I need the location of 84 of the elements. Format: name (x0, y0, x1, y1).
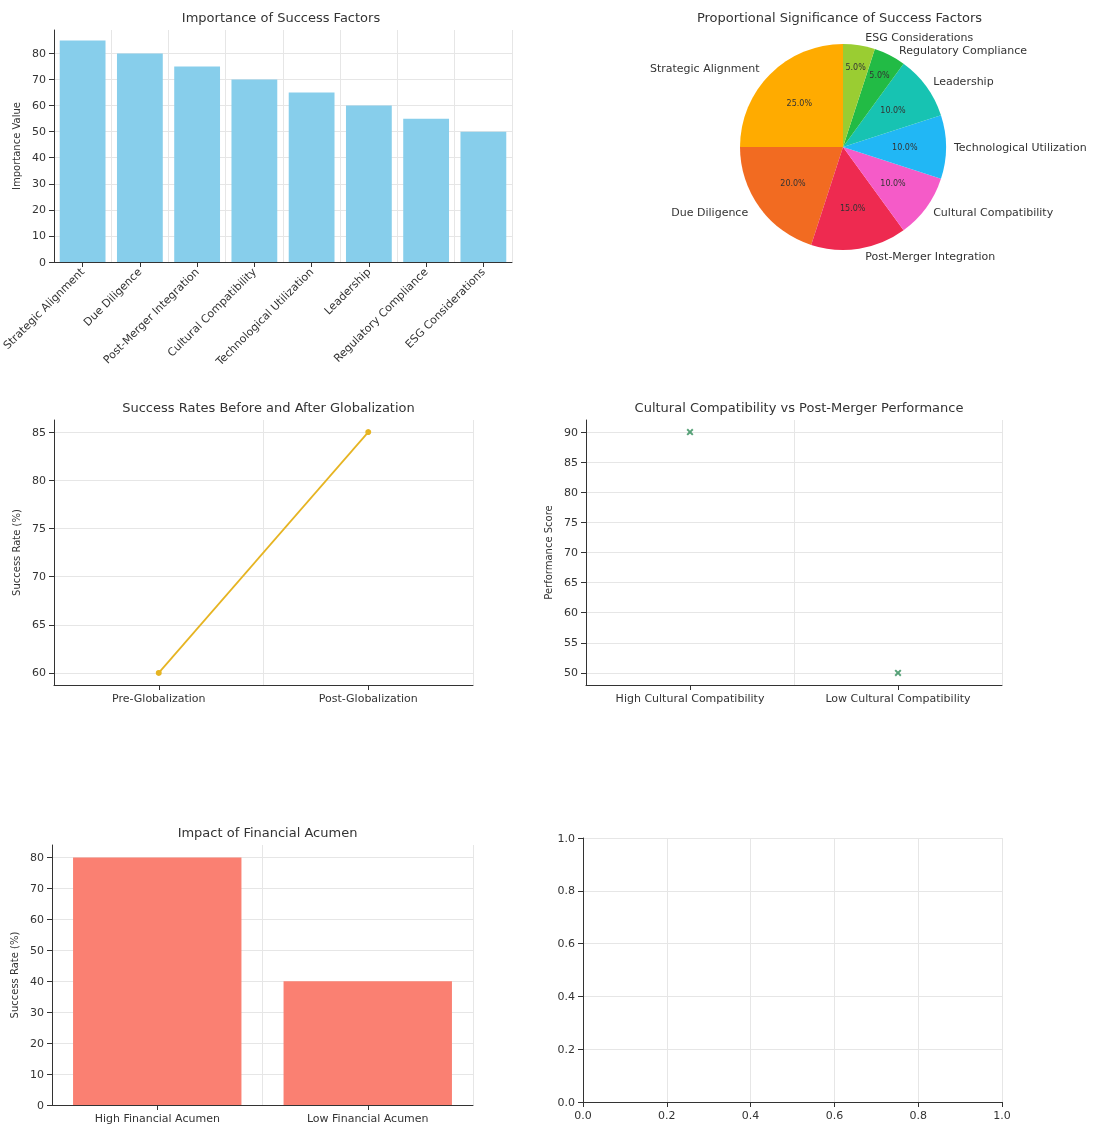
data-label: 10.0% (880, 106, 907, 116)
y-tick-label: 80 (564, 485, 578, 499)
data-label: 10.0% (880, 178, 907, 188)
y-tick-label: 20 (32, 203, 46, 217)
x-tick-label: 0.6 (825, 1109, 844, 1122)
slice-label: Post-Merger Integration (865, 250, 996, 264)
y-tick-label: 75 (32, 521, 46, 535)
x-tick-label: Post-Globalization (318, 692, 418, 705)
y-tick-label: 80 (30, 850, 44, 864)
x-tick-label: 0.0 (574, 1109, 592, 1122)
y-tick-label: 70 (564, 546, 578, 559)
chart-title: Success Rates Before and After Globalization (122, 400, 415, 415)
chart-title: Importance of Success Factors (181, 10, 381, 25)
y-tick-label: 85 (564, 455, 578, 469)
y-tick-label: 75 (564, 515, 578, 529)
data-label: 25.0% (786, 98, 813, 108)
y-tick-label: 20 (30, 1036, 44, 1050)
y-axis-title: Success Rate (%) (8, 931, 20, 1019)
y-tick-label: 0.0 (557, 1095, 575, 1109)
y-tick-label: 60 (32, 666, 46, 680)
bar (345, 105, 392, 262)
x-tick-label: Low Cultural Compatibility (825, 692, 972, 705)
data-label: 5.0% (869, 70, 891, 80)
bar (174, 66, 221, 262)
y-tick-label: 60 (564, 606, 578, 620)
y-tick-label: 60 (30, 912, 44, 926)
y-axis-title: Performance Score (542, 505, 554, 600)
y-tick-label: 70 (30, 881, 44, 895)
x-tick-label: High Financial Acumen (94, 1112, 220, 1124)
y-tick-label: 50 (30, 943, 44, 957)
x-tick-label: High Cultural Compatibility (615, 692, 765, 705)
y-tick-label: 70 (32, 570, 46, 584)
data-label: 20.0% (780, 178, 807, 188)
x-tick-label: Low Financial Acumen (306, 1112, 429, 1124)
y-tick-label: 80 (32, 473, 46, 487)
y-tick-label: 30 (30, 1005, 44, 1019)
y-tick-label: 80 (32, 46, 46, 60)
x-tick-label: 1.0 (993, 1109, 1011, 1122)
y-tick-label: 10 (32, 229, 46, 243)
y-tick-label: 55 (564, 636, 578, 650)
data-label: 10.0% (892, 142, 918, 152)
x-tick-label: 0.4 (741, 1109, 760, 1122)
y-axis-title: Importance Value (10, 102, 22, 190)
bar (231, 79, 278, 262)
slice-label: Strategic Alignment (649, 62, 761, 76)
slice-label: ESG Considerations (865, 30, 974, 44)
y-tick-label: 60 (32, 99, 46, 113)
slice-label: Regulatory Compliance (899, 43, 1028, 57)
x-tick-label: Pre-Globalization (111, 692, 206, 705)
chart-title: Impact of Financial Acumen (177, 825, 358, 840)
x-tick-label: 0.8 (909, 1109, 927, 1122)
bar (59, 40, 106, 262)
y-tick-label: 0.4 (557, 989, 575, 1003)
y-tick-label: 0.8 (557, 884, 575, 898)
y-tick-label: 70 (32, 73, 46, 87)
x-tick-label: 0.2 (658, 1109, 676, 1122)
y-tick-label: 40 (30, 974, 44, 988)
y-tick-label: 1.0 (557, 831, 575, 845)
y-axis-title: Success Rate (%) (10, 508, 22, 596)
y-tick-label: 30 (32, 177, 46, 191)
data-label: 5.0% (845, 63, 867, 73)
bar (403, 118, 450, 262)
bar (288, 92, 335, 262)
slice-label: Due Diligence (671, 205, 749, 219)
y-tick-label: 10 (30, 1067, 44, 1081)
slice-label: Leadership (933, 75, 994, 89)
y-tick-label: 50 (32, 125, 46, 139)
slice-label: Technological Utilization (953, 140, 1087, 154)
bar (116, 53, 163, 262)
bar (460, 131, 507, 262)
y-tick-label: 0 (37, 1098, 44, 1112)
chart-title: Cultural Compatibility vs Post-Merger Performance (634, 400, 964, 415)
y-tick-label: 65 (564, 576, 578, 590)
slice-label: Cultural Compatibility (933, 205, 1054, 219)
y-tick-label: 90 (564, 425, 578, 439)
y-tick-label: 50 (564, 666, 578, 680)
data-label: 15.0% (839, 203, 866, 213)
y-tick-label: 65 (32, 618, 46, 632)
y-tick-label: 0.2 (557, 1042, 575, 1056)
y-tick-label: 0.6 (557, 937, 575, 951)
chart-title: Proportional Significance of Success Factors (696, 10, 983, 25)
y-tick-label: 0 (39, 255, 46, 269)
y-tick-label: 40 (32, 151, 46, 165)
y-tick-label: 85 (32, 425, 46, 439)
